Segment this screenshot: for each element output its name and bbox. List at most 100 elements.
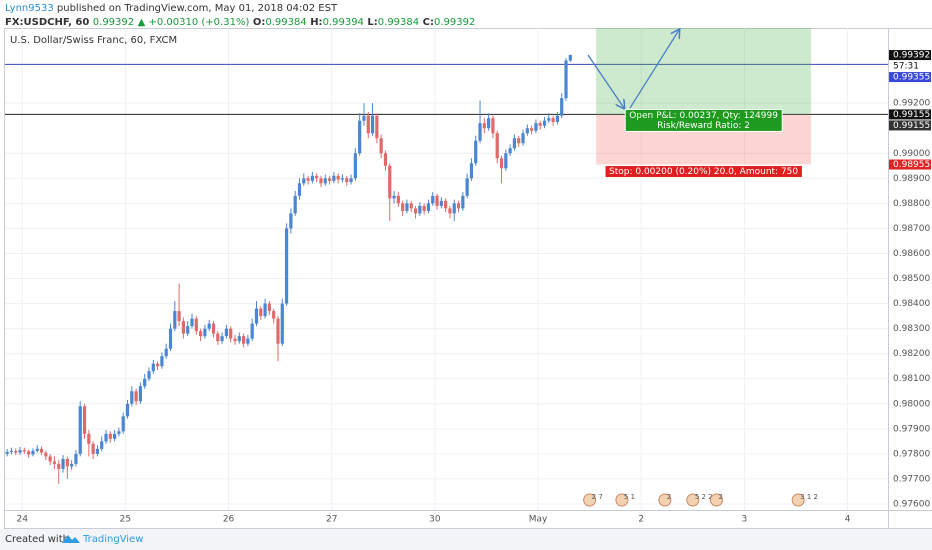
candle-body <box>383 153 388 166</box>
candle-body <box>302 178 306 184</box>
event-label: 5 1 <box>624 493 635 501</box>
o-val: 0.99384 <box>265 17 306 28</box>
candle-body <box>87 433 91 444</box>
symbol: FX:USDCHF, 60 <box>5 17 89 28</box>
candle-body <box>547 118 551 121</box>
candle-body <box>147 371 151 379</box>
y-tick-label: 0.98800 <box>893 199 930 209</box>
candle-body <box>461 195 465 209</box>
candle-body <box>413 208 418 214</box>
candle-body <box>530 128 534 131</box>
candle-body <box>508 148 512 154</box>
candle-body <box>456 203 461 209</box>
y-tick-label: 0.97700 <box>893 474 930 484</box>
candle-body <box>332 175 336 181</box>
y-tick-label: 0.98100 <box>893 374 930 384</box>
candle-body <box>542 120 547 126</box>
candle-body <box>211 323 216 334</box>
event-icon <box>658 493 672 507</box>
candle-body <box>409 203 413 209</box>
candle-body <box>267 303 271 312</box>
candle-body <box>525 128 529 134</box>
candle-body <box>207 323 211 329</box>
candle-body <box>5 451 9 454</box>
candle-body <box>14 450 18 453</box>
footer-brand[interactable]: TradingView <box>82 534 143 545</box>
pane-border <box>4 28 932 529</box>
candle-body <box>237 336 241 342</box>
y-tick-label: 0.99200 <box>893 99 930 109</box>
candle-body <box>272 311 276 319</box>
h-val: 0.99394 <box>323 17 364 28</box>
price-label: 0.99155 <box>893 110 930 120</box>
candle-body <box>250 323 254 339</box>
candle-body <box>315 175 319 179</box>
candle-body <box>504 153 508 169</box>
candle-body <box>297 183 302 196</box>
candle-body <box>284 228 289 304</box>
candle-body <box>474 140 478 164</box>
candle-body <box>39 448 44 453</box>
x-tick-label: 2 <box>638 515 644 525</box>
candle-body <box>327 178 332 181</box>
candle-body <box>517 138 521 144</box>
stop-label: Stop: 0.00200 (0.20%) 20.0, Amount: 750 <box>604 165 803 179</box>
symbol-line: FX:USDCHF, 60 0.99392 ▲ +0.00310 (+0.31%… <box>5 17 475 28</box>
candle-body <box>22 450 26 452</box>
target-zone <box>596 28 812 115</box>
candle-body <box>181 321 186 334</box>
candle-body <box>478 123 482 141</box>
candle-body <box>487 118 491 129</box>
candle-body <box>340 178 345 180</box>
candle-body <box>306 178 310 181</box>
countdown-box <box>889 61 931 72</box>
author[interactable]: Lynn9533 <box>5 3 54 14</box>
candle-body <box>52 461 57 464</box>
x-tick-label: 25 <box>120 515 131 525</box>
publish-line: Lynn9533 published on TradingView.com, M… <box>5 3 338 14</box>
event-label: 5 2 2 <box>695 493 713 501</box>
event-icon <box>709 493 723 507</box>
candle-body <box>70 463 74 467</box>
y-tick-label: 0.98600 <box>893 249 930 259</box>
candle-body <box>349 178 353 183</box>
candle-body <box>95 448 100 454</box>
candle-body <box>345 178 349 183</box>
candle-body <box>418 205 422 214</box>
candle-body <box>130 391 134 404</box>
candle-body <box>388 165 392 199</box>
candle-body <box>78 406 82 454</box>
y-tick-label: 0.97900 <box>893 424 930 434</box>
h-key: H: <box>310 17 322 28</box>
y-tick-label: 0.98400 <box>893 299 930 309</box>
candle-body <box>452 203 456 214</box>
candle-body <box>100 441 104 449</box>
candle-body <box>177 311 181 322</box>
candle-body <box>246 338 250 344</box>
y-tick-label: 0.97600 <box>893 499 930 509</box>
candle-body <box>396 195 400 204</box>
candle-body <box>538 123 542 126</box>
price-label: 0.99155 <box>893 121 930 131</box>
candle-body <box>199 331 203 337</box>
stop-label-text: Stop: 0.00200 (0.20%) 20.0, Amount: 750 <box>609 167 798 177</box>
candle-body <box>495 133 499 159</box>
candle-body <box>401 203 405 211</box>
candle-body <box>362 115 366 121</box>
price-label: 0.98955 <box>893 160 930 170</box>
x-tick-label: 24 <box>16 515 28 525</box>
candle-body <box>216 333 220 342</box>
candle-body <box>323 178 327 184</box>
candle-body <box>160 356 164 367</box>
x-tick-label: 26 <box>223 515 235 525</box>
candle-body <box>560 98 564 116</box>
candle-body <box>164 348 168 357</box>
candle-body <box>568 55 572 61</box>
y-tick-label: 0.98500 <box>893 274 930 284</box>
candle-body <box>203 328 207 337</box>
candle-body <box>465 178 469 196</box>
candle-body <box>551 118 555 122</box>
candle-body <box>173 311 177 329</box>
candle-body <box>426 203 431 211</box>
